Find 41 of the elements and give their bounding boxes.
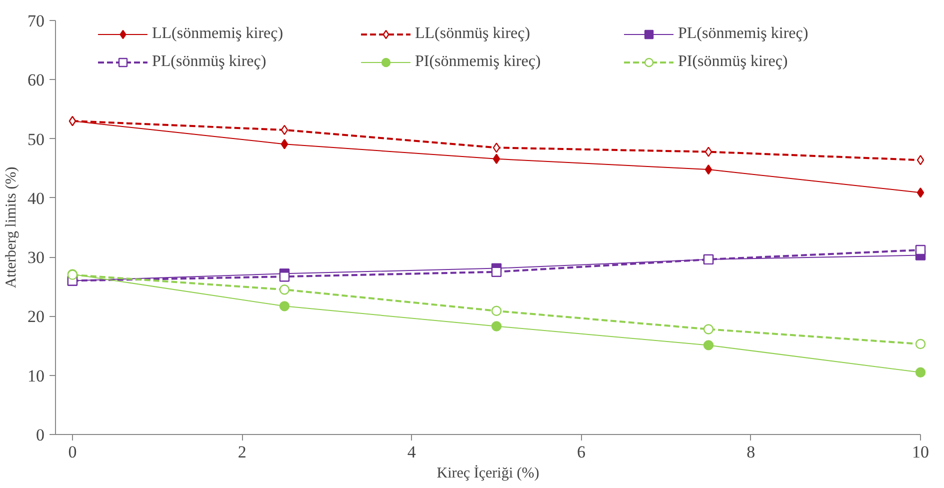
x-tick-label: 8 <box>746 442 756 462</box>
x-tick-label: 10 <box>912 442 929 462</box>
point <box>703 324 714 334</box>
point <box>491 321 502 332</box>
point <box>916 154 924 166</box>
point <box>491 266 502 277</box>
y-axis-title: Atterberg limits (%) <box>4 166 20 288</box>
legend-label: PL(sönmüş kireç) <box>152 53 268 71</box>
y-tick-label: 70 <box>28 12 44 30</box>
x-tick-label: 4 <box>407 442 416 462</box>
x-tick-label: 6 <box>577 442 586 462</box>
point <box>704 146 712 157</box>
point <box>915 338 926 350</box>
point <box>915 367 926 378</box>
legend-label: LL(sönmemiş kireç) <box>152 25 284 43</box>
point <box>703 340 714 350</box>
y-tick-label: 20 <box>28 307 44 326</box>
y-tick-label: 10 <box>28 366 44 386</box>
point <box>492 142 500 153</box>
legend-label: PI(sönmüş kireç) <box>678 53 789 71</box>
y-tick-label: 50 <box>28 130 44 149</box>
legend-label: PL(sönmemiş kireç) <box>678 25 810 43</box>
x-tick-label: 2 <box>238 442 246 462</box>
point <box>279 271 290 282</box>
point <box>915 244 926 256</box>
x-tick-label: 0 <box>68 442 77 462</box>
legend-label: PI(sönmemiş kireç) <box>415 53 542 71</box>
point <box>492 154 500 164</box>
y-tick-label: 0 <box>36 426 44 444</box>
point <box>279 284 290 295</box>
point <box>704 164 712 175</box>
point <box>491 306 502 316</box>
point <box>280 124 288 136</box>
x-axis-title: Kireç İçeriği (%) <box>436 464 540 482</box>
y-tick-label: 30 <box>28 248 44 268</box>
y-tick-label: 40 <box>28 188 44 208</box>
y-tick-label: 60 <box>28 70 44 90</box>
legend-label: LL(sönmüş kireç) <box>415 25 532 43</box>
point <box>916 188 924 198</box>
point <box>279 301 290 312</box>
point <box>280 139 288 150</box>
